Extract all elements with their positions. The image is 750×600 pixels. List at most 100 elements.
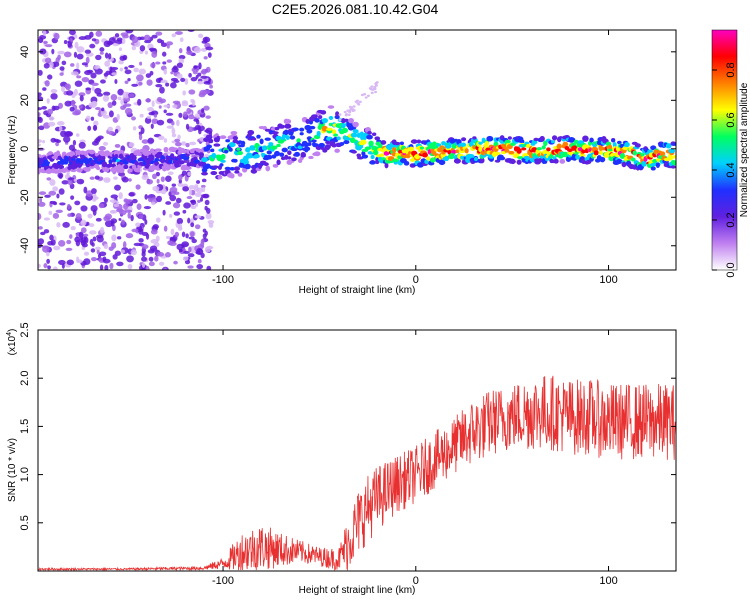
spectrogram-ridge-point (350, 132, 358, 138)
spectrogram-noise-blob (38, 263, 41, 268)
spectrogram-x-tick-label: 0 (413, 274, 419, 286)
spectrogram-noise-blob (38, 112, 41, 117)
spectrogram-noise-blob (42, 87, 47, 91)
spectrogram-ridge-point (630, 157, 636, 162)
spectrogram-noise-blob (182, 186, 190, 192)
spectrogram-noise-blob (122, 241, 127, 249)
spectrogram-noise-blob (178, 223, 183, 230)
spectrogram-ridge-point (394, 141, 401, 146)
spectrogram-noise-blob (103, 72, 109, 77)
spectrogram-noise-blob (118, 47, 123, 52)
spectrogram-noise-blob (61, 60, 67, 66)
spectrogram-noise-blob (138, 214, 144, 220)
spectrogram-ridge-point (612, 142, 617, 148)
spectrogram-noise-blob (144, 50, 149, 55)
spectrogram-noise-blob (176, 119, 180, 127)
spectrogram-noise-blob (65, 247, 73, 251)
spectrogram-noise-blob (205, 46, 214, 51)
spectrogram-noise-blob (68, 144, 76, 151)
spectrogram-noise-blob (80, 227, 87, 234)
spectrogram-noise-blob (156, 178, 160, 184)
spectrogram-noise-blob (130, 214, 134, 222)
spectrogram-noise-blob (209, 84, 214, 89)
colorbar-tick-label: 0.0 (725, 262, 737, 277)
spectrogram-noise-blob (92, 236, 97, 242)
spectrogram-noise-blob (58, 259, 66, 266)
spectrogram-noise-blob (131, 45, 137, 51)
spectrogram-noise-blob (203, 105, 210, 111)
spectrogram-noise-blob (145, 265, 150, 270)
spectrogram-noise-blob (81, 242, 88, 248)
spectrogram-noise-blob (95, 217, 102, 222)
spectrogram-noise-blob (188, 236, 195, 240)
spectrogram-ridge-point (611, 138, 616, 143)
spectrogram-noise-blob (83, 258, 91, 266)
spectrogram-streak-point (366, 94, 370, 97)
spectrogram-noise-blob (169, 186, 178, 193)
spectrogram-noise-blob (85, 87, 92, 91)
spectrogram-ridge-point (360, 135, 367, 141)
spectrogram-ridge-point (76, 167, 83, 173)
spectrogram-noise-blob (162, 209, 166, 216)
spectrogram-noise-blob (155, 84, 163, 88)
spectrogram-ridge-point (504, 148, 510, 153)
spectrogram-noise-blob (185, 233, 189, 239)
spectrogram-ridge-point (351, 150, 357, 154)
spectrogram-ridge-point (136, 167, 141, 173)
spectrogram-ridge-point (340, 122, 346, 129)
spectrogram-ridge-point (99, 155, 106, 161)
spectrogram-noise-blob (80, 205, 88, 212)
spectrogram-noise-blob (151, 100, 155, 108)
spectrogram-noise-blob (44, 57, 52, 64)
spectrogram-noise-blob (165, 252, 171, 258)
spectrogram-noise-blob (197, 199, 201, 203)
spectrogram-noise-blob (148, 261, 155, 267)
spectrogram-noise-blob (191, 238, 197, 244)
spectrogram-streak-point (370, 91, 374, 95)
spectrogram-noise-blob (38, 226, 43, 230)
spectrogram-noise-blob (90, 72, 97, 79)
spectrogram-noise-blob (59, 202, 66, 206)
spectrogram-ridge-point (341, 127, 349, 134)
spectrogram-noise-blob (94, 87, 102, 95)
spectrogram-noise-blob (203, 81, 211, 85)
spectrogram-ridge-point (668, 148, 676, 154)
spectrogram-noise-blob (61, 86, 65, 93)
spectrogram-ridge-point (426, 156, 431, 161)
spectrogram-noise-blob (161, 51, 167, 57)
spectrogram-noise-blob (43, 40, 48, 45)
spectrogram-streak-point (358, 100, 362, 104)
spectrogram-noise-blob (85, 115, 91, 122)
spectrogram-ridge-point (244, 163, 251, 170)
spectrogram-ridge-point (422, 152, 428, 158)
spectrogram-ridge-point (650, 166, 656, 171)
spectrogram-noise-blob (155, 31, 163, 36)
spectrogram-noise-blob (196, 263, 204, 270)
spectrogram-noise-blob (194, 192, 203, 197)
spectrogram-ridge-point (556, 143, 562, 150)
spectrogram-noise-blob (90, 116, 95, 121)
spectrogram-noise-blob (118, 192, 123, 200)
spectrogram-noise-blob (171, 120, 175, 126)
spectrogram-noise-blob (49, 179, 56, 186)
spectrogram-noise-blob (84, 49, 92, 54)
spectrogram-noise-blob (56, 222, 61, 228)
spectrogram-noise-blob (102, 95, 110, 102)
spectrogram-noise-blob (67, 180, 73, 186)
spectrogram-noise-blob (195, 202, 199, 207)
spectrogram-noise-blob (66, 259, 75, 266)
spectrogram-noise-blob (188, 72, 192, 78)
spectrogram-ridge-point (378, 153, 385, 157)
spectrogram-noise-blob (78, 36, 87, 41)
spectrogram-noise-blob (98, 146, 106, 151)
spectrogram-ridge-point (213, 143, 221, 147)
spectrogram-noise-blob (166, 151, 172, 155)
spectrogram-ridge-point (276, 143, 281, 148)
spectrogram-ridge-point (137, 152, 143, 157)
spectrogram-noise-blob (124, 103, 132, 107)
spectrogram-ridge-point (88, 149, 96, 155)
spectrogram-ridge-point (305, 146, 311, 151)
spectrogram-noise-blob (107, 126, 113, 132)
spectrogram-ridge-point (665, 143, 672, 149)
